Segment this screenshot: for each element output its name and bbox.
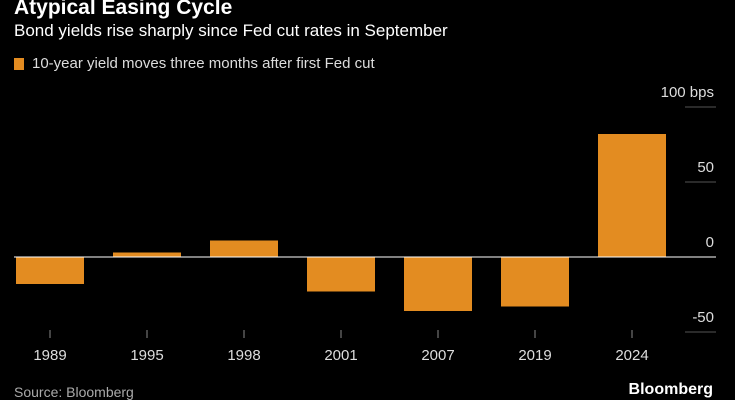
x-tick-label: 2001 [324, 347, 357, 364]
chart-subtitle: Bond yields rise sharply since Fed cut r… [14, 21, 448, 40]
x-tick-label: 1995 [130, 347, 163, 364]
y-tick-label: 0 [706, 234, 714, 251]
chart-title: Atypical Easing Cycle [14, 0, 233, 19]
x-tick-label: 1998 [227, 347, 260, 364]
bloomberg-logo: Bloomberg [628, 381, 713, 398]
bar [210, 240, 278, 257]
bar [404, 257, 472, 311]
bar [501, 257, 569, 307]
bar [113, 252, 181, 257]
bar [307, 257, 375, 292]
x-tick-label: 1989 [33, 347, 66, 364]
bar [598, 134, 666, 257]
legend-label: 10-year yield moves three months after f… [32, 55, 375, 72]
bar [16, 257, 84, 284]
x-tick-label: 2007 [421, 347, 454, 364]
legend: 10-year yield moves three months after f… [14, 55, 375, 72]
y-tick-label: 100 bps [661, 84, 714, 101]
y-tick-label: 50 [697, 159, 714, 176]
source-note: Source: Bloomberg [14, 384, 134, 400]
x-tick-label: 2019 [518, 347, 551, 364]
legend-swatch [14, 57, 24, 70]
x-tick-label: 2024 [615, 347, 648, 364]
y-tick-label: -50 [692, 309, 714, 326]
